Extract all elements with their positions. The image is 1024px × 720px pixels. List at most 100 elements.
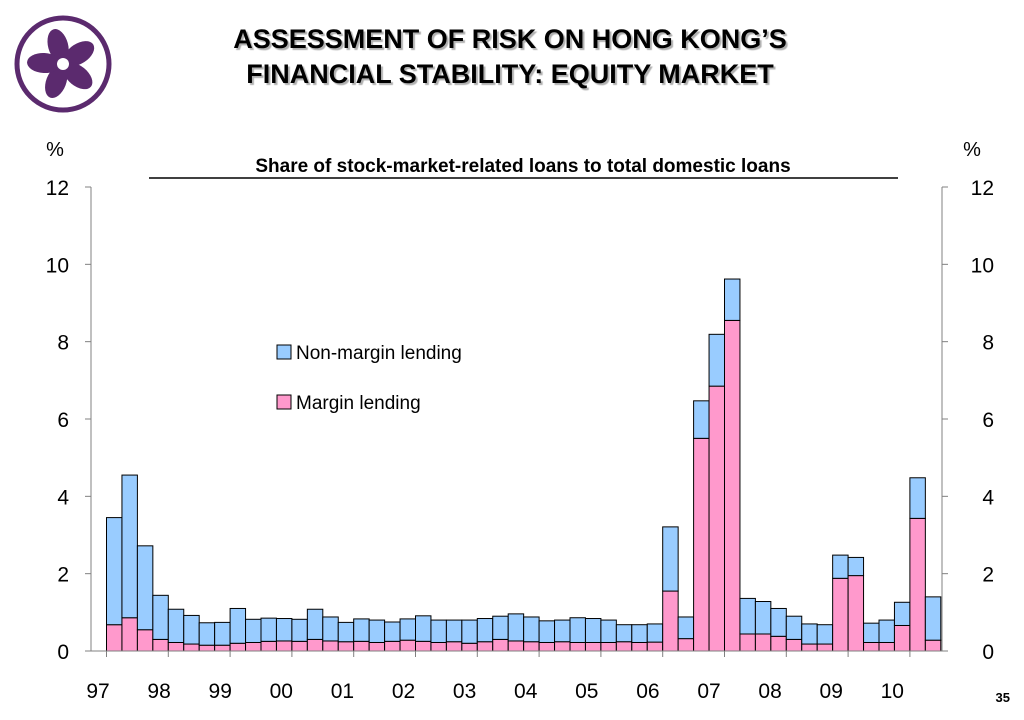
y-tick-label-left: 2	[57, 564, 69, 587]
y-tick-label-left: 4	[57, 486, 69, 509]
bar-margin-lending	[569, 641, 586, 652]
bar-margin-lending	[106, 624, 123, 652]
bar-non-margin-lending	[832, 554, 849, 579]
bar-margin-lending	[863, 641, 880, 652]
bar-non-margin-lending	[677, 616, 695, 640]
bar-non-margin-lending	[384, 621, 401, 642]
x-tick-label: 01	[331, 680, 354, 703]
y-tick-label-right: 2	[982, 564, 994, 587]
x-tick-label: 04	[514, 680, 538, 703]
bar-margin-lending	[337, 641, 355, 652]
bar-margin-lending	[136, 629, 154, 652]
bar-non-margin-lending	[183, 614, 200, 645]
bar-non-margin-lending	[693, 400, 710, 439]
x-tick-label: 99	[209, 680, 232, 703]
bar-non-margin-lending	[229, 607, 247, 644]
bar-non-margin-lending	[306, 608, 324, 640]
bar-non-margin-lending	[924, 596, 942, 641]
bar-margin-lending	[677, 638, 695, 652]
bar-margin-lending	[245, 641, 262, 652]
bar-margin-lending	[260, 640, 277, 652]
legend: Non-margin lending Margin lending	[276, 343, 462, 414]
bar-margin-lending	[832, 577, 849, 652]
bar-non-margin-lending	[785, 615, 803, 640]
bar-margin-lending	[399, 639, 416, 652]
bar-margin-lending	[198, 644, 216, 652]
bar-margin-lending	[801, 643, 818, 652]
bar-non-margin-lending	[368, 619, 386, 643]
bar-non-margin-lending	[909, 477, 926, 519]
bar-non-margin-lending	[337, 621, 355, 643]
y-tick-label-left: 8	[57, 332, 69, 355]
bar-margin-lending	[461, 642, 478, 652]
bar-margin-lending	[615, 641, 633, 652]
bar-non-margin-lending	[121, 474, 138, 619]
page-number: 35	[995, 690, 1010, 705]
bar-non-margin-lending	[554, 619, 571, 643]
y-tick-label-right: 10	[971, 254, 994, 277]
bar-non-margin-lending	[415, 615, 432, 642]
bar-margin-lending	[878, 641, 895, 652]
y-axis-label-left: %	[46, 139, 64, 161]
bar-margin-lending	[121, 617, 138, 652]
x-tick-label: 08	[758, 680, 781, 703]
bar-margin-lending	[368, 641, 386, 652]
bar-non-margin-lending	[708, 333, 725, 387]
bar-margin-lending	[646, 641, 664, 652]
bar-margin-lending	[584, 641, 602, 652]
y-tick-label-right: 6	[982, 409, 994, 432]
bar-margin-lending	[445, 641, 463, 652]
page-title: ASSESSMENT OF RISK ON HONG KONG’S FINANC…	[120, 22, 900, 92]
bar-margin-lending	[785, 638, 803, 652]
bar-margin-lending	[631, 641, 648, 652]
bar-margin-lending	[662, 590, 679, 652]
x-tick-label: 00	[270, 680, 293, 703]
bar-non-margin-lending	[615, 624, 633, 643]
x-tick-label: 09	[820, 680, 843, 703]
x-tick-label: 03	[453, 680, 476, 703]
bar-margin-lending	[538, 641, 556, 652]
bar-margin-lending	[415, 640, 432, 652]
bar-margin-lending	[770, 635, 787, 652]
y-axis-label-right: %	[963, 139, 981, 161]
y-tick-label-left: 12	[46, 177, 69, 200]
bar-margin-lending	[353, 640, 370, 652]
bar-non-margin-lending	[631, 624, 648, 643]
y-tick-label-right: 12	[971, 177, 994, 200]
x-tick-label: 97	[86, 680, 109, 703]
bar-non-margin-lending	[260, 617, 277, 642]
bar-non-margin-lending	[291, 618, 308, 642]
bar-margin-lending	[291, 640, 308, 652]
bar-non-margin-lending	[863, 622, 880, 643]
x-tick-label: 05	[575, 680, 598, 703]
bar-non-margin-lending	[816, 624, 834, 645]
y-tick-label-right: 8	[982, 332, 994, 355]
bar-non-margin-lending	[476, 618, 494, 643]
bar-margin-lending	[430, 641, 447, 652]
bar-margin-lending	[816, 643, 834, 652]
x-tick-label: 07	[697, 680, 720, 703]
bar-non-margin-lending	[878, 619, 895, 643]
bar-margin-lending	[229, 642, 247, 652]
bar-margin-lending	[476, 641, 494, 652]
bar-non-margin-lending	[847, 556, 865, 577]
bar-non-margin-lending	[569, 617, 586, 643]
bar-non-margin-lending	[770, 607, 787, 637]
legend-swatch	[276, 394, 292, 410]
bar-non-margin-lending	[754, 601, 772, 635]
bar-margin-lending	[275, 640, 293, 652]
x-tick-label: 06	[636, 680, 659, 703]
bar-margin-lending	[708, 385, 725, 652]
bar-margin-lending	[183, 643, 200, 652]
bar-margin-lending	[924, 639, 942, 652]
bar-margin-lending	[893, 624, 911, 652]
bar-non-margin-lending	[136, 545, 154, 631]
bar-non-margin-lending	[245, 618, 262, 643]
bar-margin-lending	[167, 641, 185, 652]
legend-label: Non-margin lending	[296, 343, 462, 364]
bar-non-margin-lending	[801, 623, 818, 645]
chart-title: Share of stock-market-related loans to t…	[255, 156, 790, 177]
bar-margin-lending	[523, 641, 540, 652]
bar-margin-lending	[724, 319, 741, 652]
